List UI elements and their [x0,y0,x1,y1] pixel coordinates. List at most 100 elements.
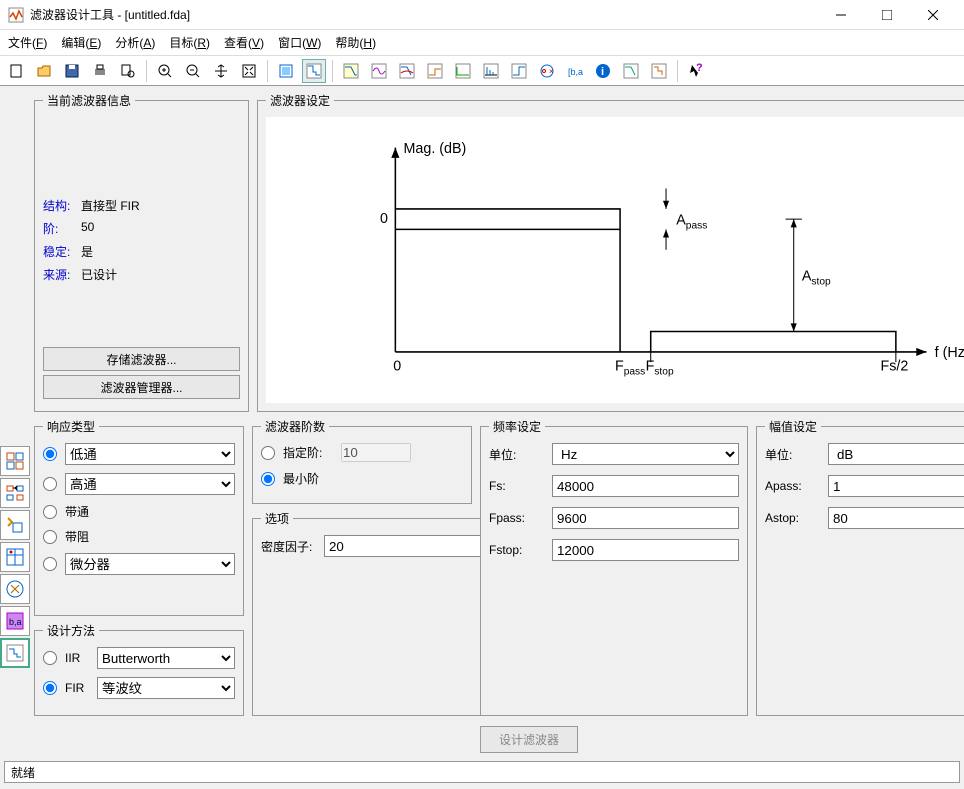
open-icon[interactable] [32,59,56,83]
design-method-legend: 设计方法 [43,622,99,639]
min-order-label: 最小阶 [283,470,319,487]
round-icon[interactable] [647,59,671,83]
save-icon[interactable] [60,59,84,83]
filter-spec-icon[interactable] [302,59,326,83]
impulse-icon[interactable] [479,59,503,83]
stable-value: 是 [81,243,93,260]
mag-est-icon[interactable] [619,59,643,83]
info-icon[interactable]: i [591,59,615,83]
print-icon[interactable] [88,59,112,83]
bandpass-radio[interactable] [43,505,57,519]
svg-text:0: 0 [393,358,401,374]
apass-label: Apass: [765,479,820,493]
svg-text:Fs/2: Fs/2 [881,358,909,374]
sidebar-btn-1[interactable] [0,446,30,476]
app-icon [8,7,24,23]
sidebar-btn-2[interactable] [0,478,30,508]
mag-response-icon[interactable] [339,59,363,83]
menu-window[interactable]: 窗口(W) [278,34,321,51]
highpass-select[interactable]: 高通 [65,473,235,495]
apass-input[interactable] [828,475,964,497]
min-order-radio[interactable] [261,472,275,486]
phase-response-icon[interactable] [367,59,391,83]
fs-label: Fs: [489,479,544,493]
mag-spec-panel: 幅值设定 单位:dB Apass: Astop: [756,418,964,716]
svg-text:i: i [601,66,604,78]
sidebar-btn-6[interactable]: b,a [0,606,30,636]
zoom-in-icon[interactable] [153,59,177,83]
diff-radio[interactable] [43,557,57,571]
svg-text:×: × [549,67,554,76]
bandstop-radio[interactable] [43,530,57,544]
minimize-button[interactable] [818,0,864,30]
response-type-panel: 响应类型 低通 高通 带通 带阻 微分器 [34,418,244,616]
sidebar-btn-5[interactable] [0,574,30,604]
close-button[interactable] [910,0,956,30]
mag-phase-icon[interactable] [395,59,419,83]
astop-input[interactable] [828,507,964,529]
sidebar: b,a [0,86,30,761]
iir-select[interactable]: Butterworth [97,647,235,669]
store-filter-button[interactable]: 存储滤波器... [43,347,240,371]
filter-manager-button[interactable]: 滤波器管理器... [43,375,240,399]
filter-order-panel: 滤波器阶数 指定阶: 最小阶 [252,418,472,504]
svg-text:f (Hz): f (Hz) [935,345,964,361]
source-label: 来源: [43,266,81,283]
svg-text:b,a: b,a [9,617,22,627]
highpass-radio[interactable] [43,477,57,491]
menu-target[interactable]: 目标(R) [169,34,210,51]
design-filter-button[interactable]: 设计滤波器 [480,726,578,753]
menu-help[interactable]: 帮助(H) [335,34,376,51]
sidebar-btn-3[interactable] [0,510,30,540]
print-preview-icon[interactable] [116,59,140,83]
lowpass-select[interactable]: 低通 [65,443,235,465]
menu-file[interactable]: 文件(F) [8,34,47,51]
titlebar: 滤波器设计工具 - [untitled.fda] [0,0,964,30]
group-delay-icon[interactable] [423,59,447,83]
pan-icon[interactable] [209,59,233,83]
astop-label: Astop: [765,511,820,525]
density-label: 密度因子: [261,538,316,555]
coeffs-icon[interactable]: [b,a] [563,59,587,83]
source-value: 已设计 [81,266,117,283]
fir-label: FIR [65,681,89,695]
mag-unit-label: 单位: [765,446,820,463]
iir-radio[interactable] [43,651,57,665]
freq-unit-label: 单位: [489,446,544,463]
structure-value: 直接型 FIR [81,197,140,214]
phase-delay-icon[interactable] [451,59,475,83]
new-icon[interactable] [4,59,28,83]
structure-label: 结构: [43,197,81,214]
fstop-input[interactable] [552,539,739,561]
lowpass-radio[interactable] [43,447,57,461]
mag-unit-select[interactable]: dB [828,443,964,465]
filter-spec-legend: 滤波器设定 [266,92,334,109]
menu-edit[interactable]: 编辑(E) [61,34,101,51]
full-view-icon[interactable] [274,59,298,83]
sidebar-btn-4[interactable] [0,542,30,572]
menu-view[interactable]: 查看(V) [224,34,264,51]
order-value: 50 [81,220,94,237]
fir-select[interactable]: 等波纹 [97,677,235,699]
maximize-button[interactable] [864,0,910,30]
spec-plot: Mag. (dB) f (Hz) 0 0 Fpass Fstop Fs/2 [266,117,964,403]
specify-order-radio[interactable] [261,446,275,460]
svg-text:Apass: Apass [676,212,707,231]
window-title: 滤波器设计工具 - [untitled.fda] [30,6,818,23]
fs-input[interactable] [552,475,739,497]
iir-label: IIR [65,651,89,665]
polezero-icon[interactable]: × [535,59,559,83]
svg-text:Astop: Astop [802,268,831,287]
menu-analysis[interactable]: 分析(A) [115,34,155,51]
zoom-out-icon[interactable] [181,59,205,83]
fpass-input[interactable] [552,507,739,529]
zoom-fit-icon[interactable] [237,59,261,83]
diff-select[interactable]: 微分器 [65,553,235,575]
step-icon[interactable] [507,59,531,83]
freq-unit-select[interactable]: Hz [552,443,739,465]
filter-info-panel: 当前滤波器信息 结构:直接型 FIR 阶:50 稳定:是 来源:已设计 存储滤波… [34,92,249,412]
fir-radio[interactable] [43,681,57,695]
svg-text:Fpass: Fpass [615,358,645,377]
help-icon[interactable]: ? [684,59,708,83]
sidebar-btn-7[interactable] [0,638,30,668]
